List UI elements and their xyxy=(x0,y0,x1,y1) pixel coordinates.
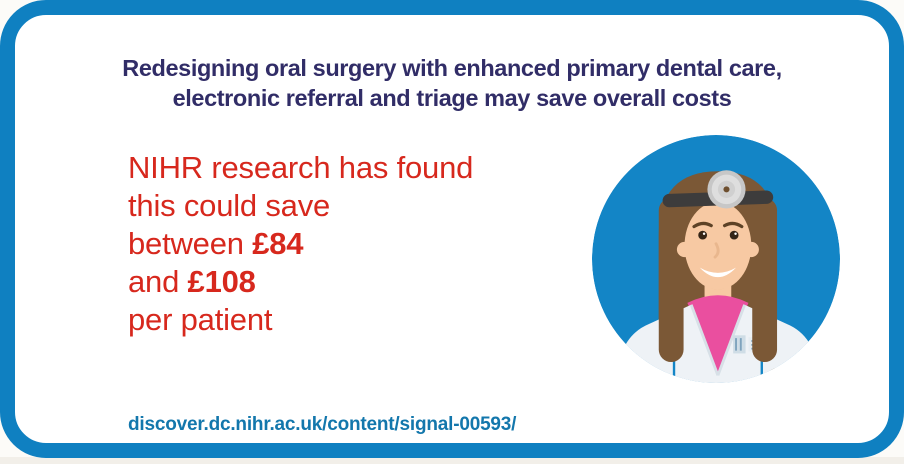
finding-line3-prefix: between xyxy=(128,226,253,261)
dentist-illustration-svg xyxy=(592,135,840,383)
finding-line4: and £108 xyxy=(128,263,473,301)
finding-line5: per patient xyxy=(128,302,273,337)
nose xyxy=(713,242,720,259)
head-mirror-icon xyxy=(707,170,746,209)
amount-low: £84 xyxy=(252,226,304,261)
finding-line2: this could save xyxy=(128,188,331,223)
card-title-line2: electronic referral and triage may save … xyxy=(172,85,732,111)
eyes xyxy=(698,230,739,240)
card-title-line1: Redesigning oral surgery with enhanced p… xyxy=(122,55,782,81)
finding-statement: NIHR research has found this could save … xyxy=(128,149,473,339)
source-url: discover.dc.nihr.ac.uk/content/signal-00… xyxy=(128,414,517,435)
hair-strand-left xyxy=(658,197,684,363)
finding-line3: between £84 xyxy=(128,225,473,263)
dentist-with-head-mirror-icon xyxy=(592,135,840,383)
coat-lapel-edges xyxy=(689,304,746,376)
bottom-strip xyxy=(0,457,904,464)
smile xyxy=(699,267,737,278)
finding-line4-prefix: and xyxy=(128,264,188,299)
eyebrow-right xyxy=(722,221,744,229)
amount-high: £108 xyxy=(187,264,256,299)
eyebrow-left xyxy=(692,221,713,229)
card-title: Redesigning oral surgery with enhanced p… xyxy=(45,53,859,113)
pink-shirt xyxy=(687,295,749,378)
hair-strand-right xyxy=(752,197,778,363)
finding-line1: NIHR research has found xyxy=(128,150,474,185)
